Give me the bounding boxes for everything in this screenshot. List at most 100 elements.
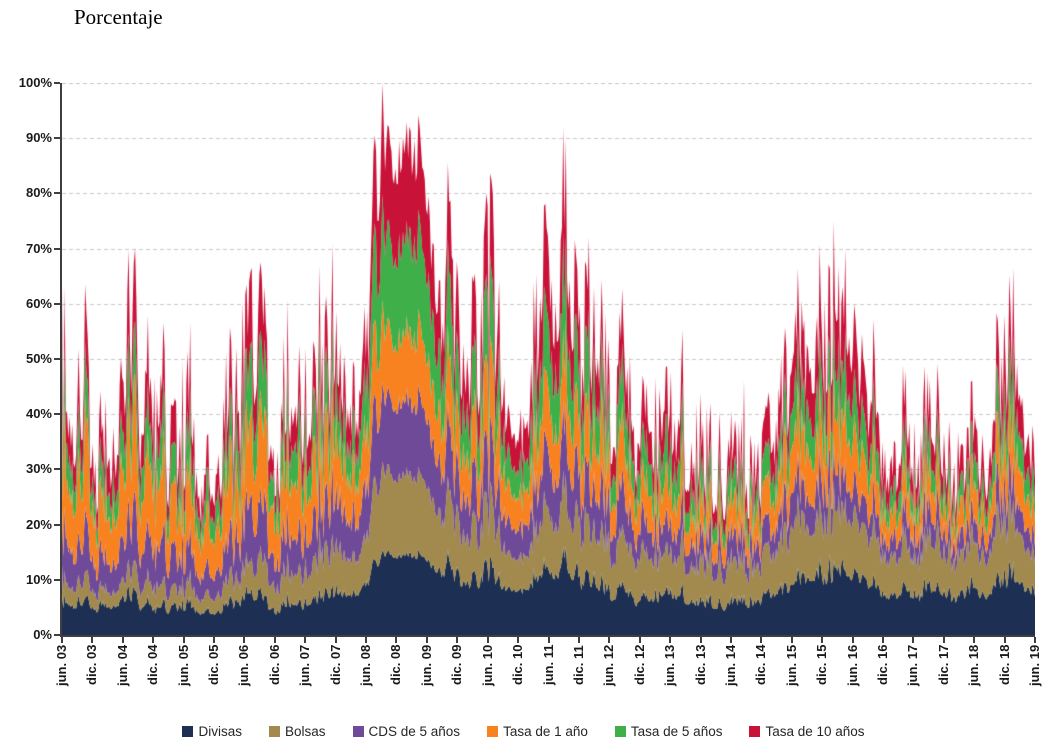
y-tick-label: 40% [25, 406, 52, 422]
x-tick-mark [486, 637, 489, 643]
x-tick-mark [608, 637, 611, 643]
legend-swatch-icon [614, 725, 626, 737]
y-tick-label: 70% [25, 240, 52, 256]
legend-label: Tasa de 10 años [765, 723, 865, 739]
x-tick-label: jun. 15 [783, 645, 799, 687]
x-tick-label: jun. 16 [844, 645, 860, 687]
y-tick-label: 30% [25, 461, 52, 477]
x-tick-mark [760, 637, 763, 643]
x-tick-mark [273, 637, 276, 643]
x-tick-label: jun. 05 [175, 645, 191, 687]
x-tick-label: jun. 14 [722, 645, 738, 687]
x-tick-mark [912, 637, 915, 643]
legend-item: Tasa de 1 año [487, 724, 588, 739]
y-tick-mark [54, 192, 60, 195]
x-tick-mark [729, 637, 732, 643]
x-tick-mark [121, 637, 124, 643]
legend-item: Tasa de 10 años [749, 723, 865, 739]
x-tick-label: dic. 04 [145, 645, 161, 686]
y-tick-label: 60% [25, 295, 52, 311]
x-tick-mark [334, 637, 337, 643]
x-tick-mark [243, 637, 246, 643]
x-tick-label: dic. 03 [84, 645, 100, 686]
x-tick-mark [182, 637, 185, 643]
plot-area [60, 83, 1035, 637]
x-tick-label: jun. 11 [540, 645, 556, 686]
y-tick-mark [54, 634, 60, 636]
y-tick-mark [54, 413, 60, 416]
y-tick-mark [54, 137, 60, 140]
legend-item: Bolsas [268, 723, 326, 739]
y-tick-label: 80% [25, 185, 52, 201]
x-tick-label: dic. 14 [753, 645, 769, 686]
legend-label: Bolsas [284, 723, 326, 739]
x-tick-label: dic. 13 [692, 645, 708, 686]
x-tick-label: jun. 19 [1027, 645, 1042, 687]
x-tick-label: dic. 05 [206, 645, 222, 686]
y-tick-mark [54, 358, 60, 360]
y-tick-label: 20% [25, 516, 52, 532]
legend-item: Tasa de 5 años [614, 723, 723, 739]
x-tick-label: jun. 08 [358, 645, 374, 687]
x-tick-label: jun. 12 [601, 645, 617, 687]
legend-label: Divisas [198, 723, 242, 739]
x-tick-mark [881, 637, 884, 643]
x-tick-mark [547, 637, 550, 643]
y-tick-label: 90% [25, 130, 52, 146]
x-tick-mark [638, 637, 641, 643]
x-tick-label: jun. 07 [297, 645, 313, 687]
legend-label: CDS de 5 años [368, 723, 461, 739]
x-tick-mark [365, 637, 368, 643]
y-tick-mark [54, 302, 60, 305]
x-tick-mark [395, 637, 398, 643]
x-tick-label: jun. 09 [418, 645, 434, 687]
x-tick-mark [577, 637, 580, 643]
x-tick-label: jun. 17 [905, 645, 921, 687]
x-tick-label: dic. 16 [874, 645, 890, 686]
x-tick-mark [851, 637, 854, 643]
x-tick-label: dic. 08 [388, 645, 404, 686]
legend: Divisas Bolsas CDS de 5 años Tasa de 1 año T… [0, 716, 1047, 746]
y-tick-label: 100% [18, 75, 52, 90]
x-tick-label: jun. 13 [662, 645, 678, 687]
stacked-area-canvas [62, 83, 1035, 635]
x-tick-label: jun. 10 [479, 645, 495, 687]
legend-swatch-icon [182, 725, 194, 737]
x-tick-label: dic. 18 [996, 645, 1012, 686]
x-tick-label: dic. 07 [327, 645, 343, 686]
x-tick-mark [91, 637, 94, 643]
x-tick-mark [669, 637, 672, 643]
x-tick-label: dic. 12 [631, 645, 647, 686]
x-tick-mark [699, 637, 702, 643]
legend-item: Divisas [182, 724, 242, 739]
y-tick-label: 0% [33, 627, 52, 642]
x-tick-label: dic. 10 [510, 645, 526, 686]
x-tick-mark [152, 637, 155, 643]
x-tick-label: dic. 06 [266, 645, 282, 686]
x-tick-mark [456, 637, 459, 643]
legend-item: CDS de 5 años [352, 723, 461, 739]
y-tick-mark [54, 468, 60, 471]
x-tick-label: dic. 09 [449, 645, 465, 686]
x-tick-mark [304, 637, 307, 643]
x-tick-label: jun. 04 [114, 645, 130, 687]
chart-title: Porcentaje [74, 5, 163, 29]
y-tick-mark [54, 82, 60, 84]
x-tick-mark [973, 637, 976, 643]
x-tick-mark [1003, 637, 1006, 643]
x-tick-mark [821, 637, 824, 643]
x-tick-mark [790, 637, 793, 643]
x-tick-mark [517, 637, 520, 643]
x-tick-mark [213, 637, 216, 643]
x-tick-label: jun. 06 [236, 645, 252, 687]
legend-swatch-icon [487, 725, 499, 737]
legend-swatch-icon [268, 725, 280, 737]
x-tick-mark [425, 637, 428, 643]
x-tick-mark [1034, 637, 1036, 643]
y-tick-mark [54, 523, 60, 526]
x-tick-mark [942, 637, 945, 643]
legend-label: Tasa de 5 años [630, 723, 723, 739]
y-tick-label: 50% [25, 351, 52, 366]
y-tick-mark [54, 247, 60, 250]
